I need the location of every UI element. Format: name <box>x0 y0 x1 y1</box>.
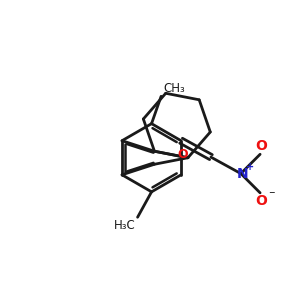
Text: H₃C: H₃C <box>114 219 136 232</box>
Text: O: O <box>256 194 268 208</box>
Text: O: O <box>177 148 188 161</box>
Text: O: O <box>256 139 268 153</box>
Text: +: + <box>246 162 254 172</box>
Text: N: N <box>237 167 248 181</box>
Text: CH₃: CH₃ <box>164 82 185 95</box>
Text: ⁻: ⁻ <box>268 189 275 203</box>
